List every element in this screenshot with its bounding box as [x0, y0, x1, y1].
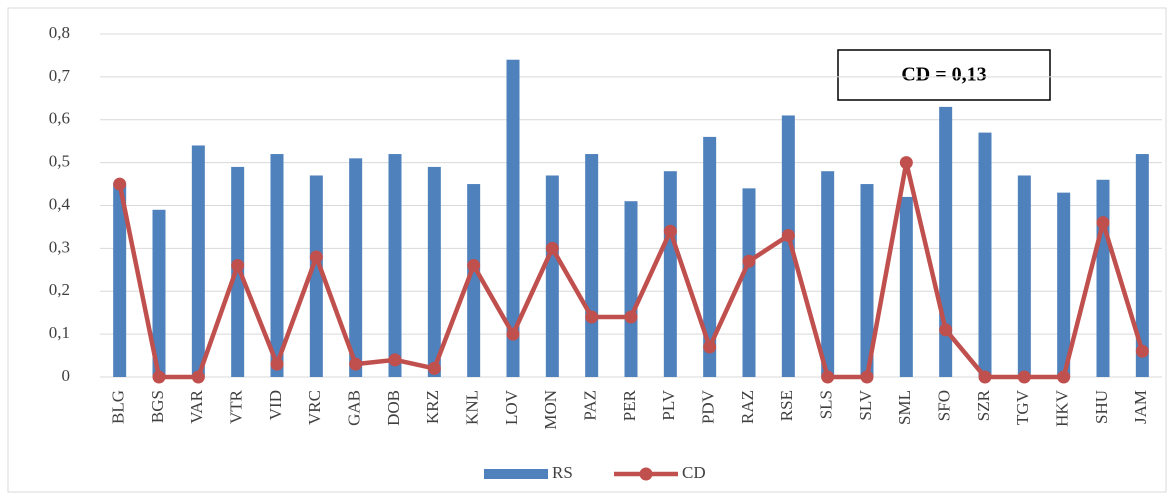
bar: [388, 154, 402, 377]
marker: [821, 370, 835, 384]
marker: [742, 254, 756, 268]
marker: [506, 327, 520, 341]
x-tick-label: SFO: [935, 390, 954, 421]
x-tick-label: SHU: [1092, 390, 1111, 424]
marker: [703, 340, 717, 354]
marker: [1017, 370, 1031, 384]
y-tick-label: 0,3: [49, 237, 70, 256]
bar: [860, 184, 874, 377]
x-tick-label: RAZ: [738, 390, 757, 424]
bar: [781, 115, 795, 378]
y-tick-label: 0,7: [49, 66, 71, 85]
marker: [899, 156, 913, 170]
x-tick-label: KRZ: [423, 390, 442, 424]
bar: [585, 154, 599, 377]
marker: [860, 370, 874, 384]
bar: [349, 158, 363, 377]
legend-marker: [639, 467, 653, 481]
marker: [939, 323, 953, 337]
marker: [1135, 344, 1149, 358]
marker: [309, 250, 323, 264]
legend-label: CD: [682, 463, 706, 482]
bar: [1017, 175, 1031, 377]
x-tick-label: VTR: [227, 389, 246, 424]
x-tick-label: PLV: [659, 389, 678, 420]
marker: [270, 357, 284, 371]
bar: [742, 188, 756, 377]
x-tick-label: VRC: [305, 390, 324, 425]
x-tick-label: VID: [266, 390, 285, 420]
x-tick-label: RSE: [777, 390, 796, 421]
bar: [113, 184, 127, 377]
y-tick-label: 0,4: [49, 194, 71, 213]
bar: [1135, 154, 1149, 377]
annotation-box: [837, 49, 1051, 101]
marker: [388, 353, 402, 367]
marker: [427, 361, 441, 375]
x-tick-label: VAR: [187, 389, 206, 423]
y-tick-label: 0,2: [49, 280, 70, 299]
bar: [427, 166, 441, 377]
marker: [663, 224, 677, 238]
x-tick-label: TGV: [1013, 389, 1032, 425]
marker: [1057, 370, 1071, 384]
x-tick-label: DOB: [384, 390, 403, 426]
bar: [1057, 192, 1071, 377]
marker: [978, 370, 992, 384]
y-tick-label: 0,8: [49, 23, 70, 42]
x-tick-label: KNL: [463, 390, 482, 425]
bar: [191, 145, 205, 377]
x-tick-label: MON: [541, 390, 560, 430]
marker: [781, 229, 795, 243]
marker: [113, 177, 127, 191]
bar: [506, 59, 520, 377]
x-tick-label: LOV: [502, 389, 521, 425]
y-tick-label: 0,6: [49, 109, 70, 128]
y-tick-label: 0: [62, 366, 71, 385]
x-tick-label: BGS: [148, 390, 167, 423]
bar: [270, 154, 284, 377]
annotation: CD = 0,13: [901, 64, 986, 86]
marker: [1096, 216, 1110, 230]
x-tick-label: GAB: [345, 390, 364, 426]
x-tick-label: SML: [895, 390, 914, 425]
x-tick-label: SLV: [856, 389, 875, 420]
marker: [349, 357, 363, 371]
x-tick-label: SLS: [817, 390, 836, 419]
bar: [309, 175, 323, 377]
x-tick-label: PAZ: [581, 390, 600, 421]
y-tick-label: 0,5: [49, 152, 70, 171]
bar: [152, 209, 166, 377]
bar: [899, 196, 913, 377]
marker: [624, 310, 638, 324]
bar: [703, 136, 717, 377]
x-tick-label: PDV: [699, 389, 718, 424]
legend-label: RS: [552, 463, 573, 482]
x-tick-label: SZR: [974, 389, 993, 421]
x-tick-label: PER: [620, 389, 639, 421]
x-tick-label: HKV: [1053, 389, 1072, 427]
bar: [545, 175, 559, 377]
bar: [624, 201, 638, 377]
bar: [1096, 179, 1110, 377]
bar: [663, 171, 677, 377]
x-tick-label: BLG: [109, 390, 128, 424]
marker: [545, 241, 559, 255]
marker: [231, 259, 245, 273]
marker: [152, 370, 166, 384]
bar: [978, 132, 992, 377]
x-tick-label: JAM: [1131, 390, 1150, 424]
y-tick-label: 0,1: [49, 323, 70, 342]
legend-swatch: [484, 469, 548, 479]
marker: [585, 310, 599, 324]
marker: [191, 370, 205, 384]
bar: [467, 184, 481, 377]
bar: [821, 171, 835, 377]
marker: [467, 259, 481, 273]
